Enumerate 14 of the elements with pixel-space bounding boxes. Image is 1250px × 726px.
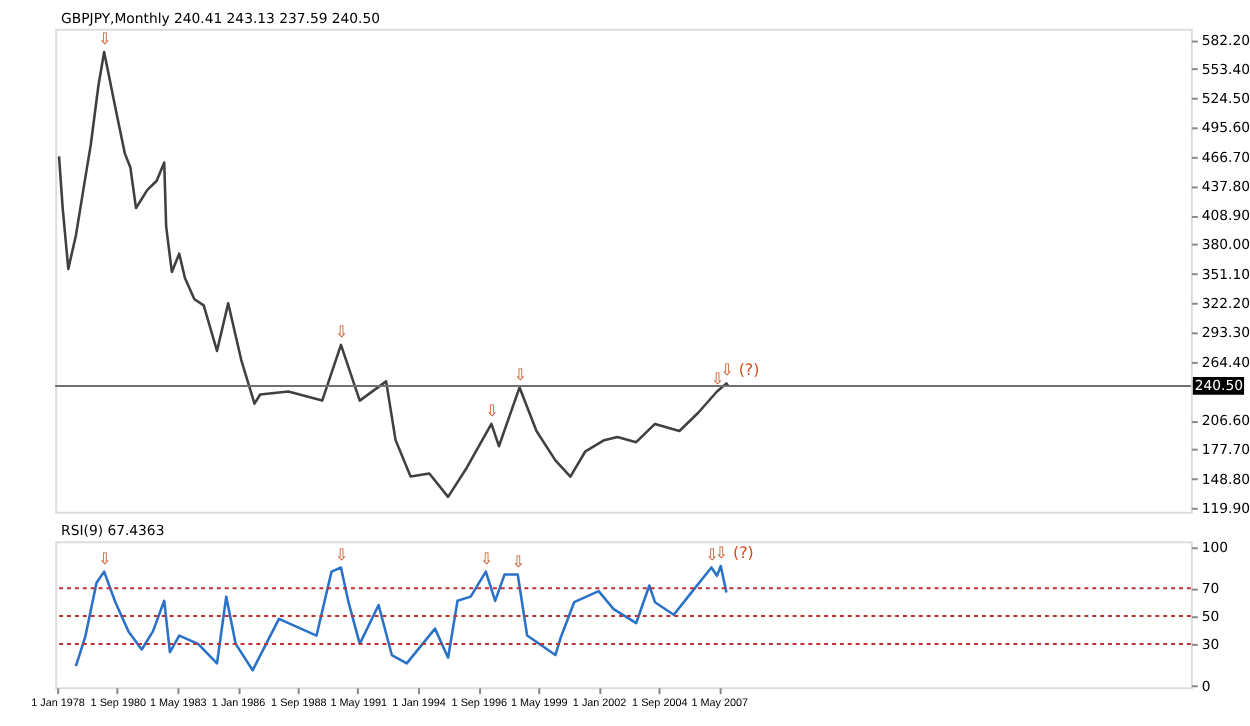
annotation: ⇩ xyxy=(705,545,719,564)
annotation: ⇩ xyxy=(511,552,526,571)
annotation: ⇩ xyxy=(711,369,725,388)
annotation: ⇩ xyxy=(335,545,349,564)
annotation: ⇩ xyxy=(98,549,112,568)
annotation: ⇩ xyxy=(513,365,527,384)
annotation: ⇩ (?) xyxy=(714,544,754,563)
annotation: ⇩ xyxy=(335,322,349,341)
annotation: ⇩ (?) xyxy=(720,361,760,380)
line-series xyxy=(74,564,728,672)
annotation: ⇩ xyxy=(479,549,494,568)
annotation: ⇩ xyxy=(98,30,112,49)
annotation: ⇩ xyxy=(485,402,499,421)
line-series xyxy=(57,50,730,499)
